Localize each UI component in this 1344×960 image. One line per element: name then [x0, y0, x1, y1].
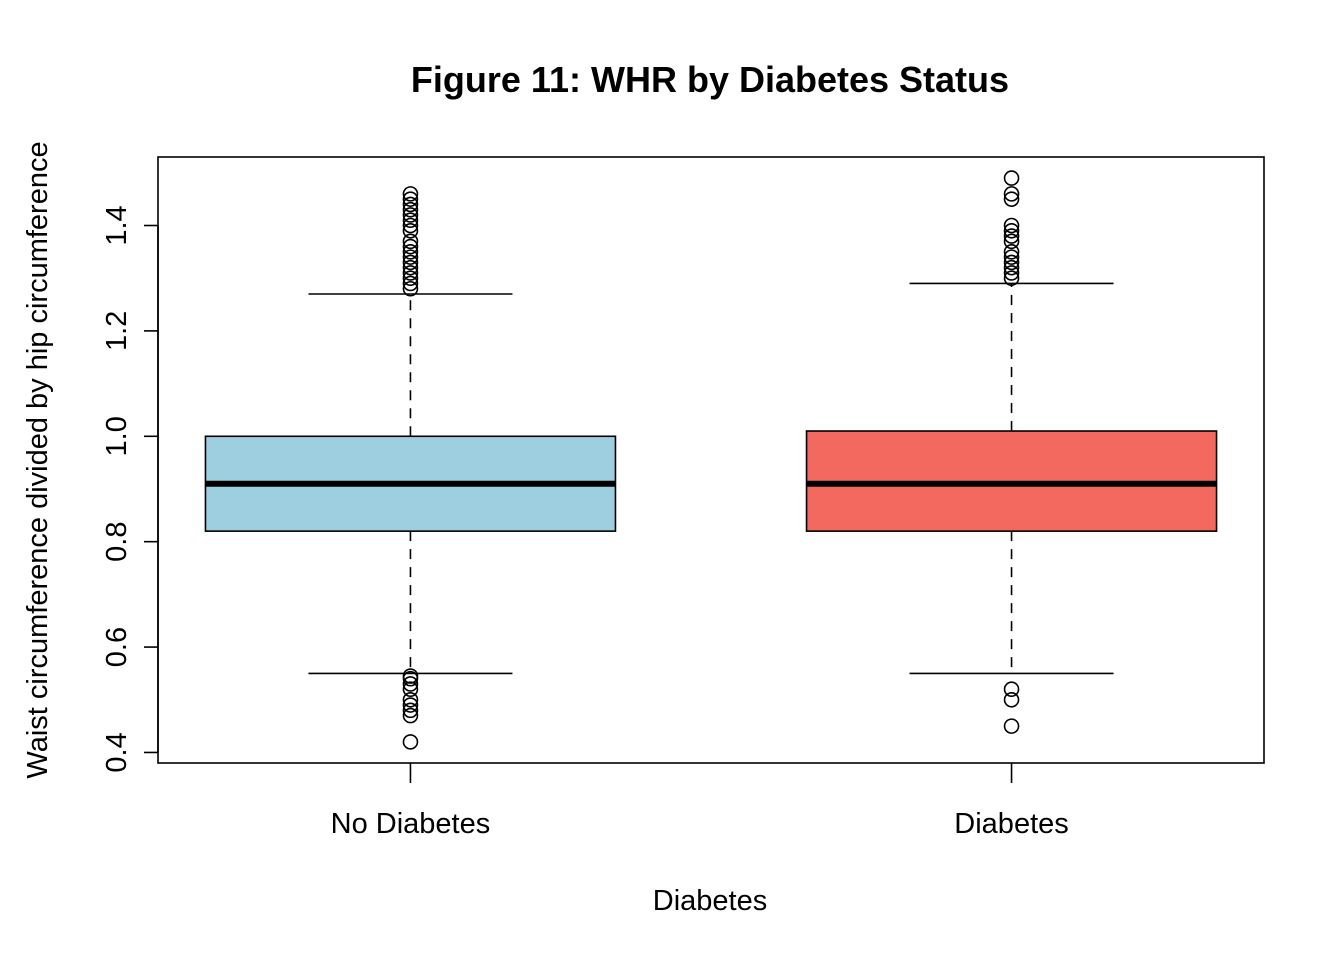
y-tick-label: 1.4: [101, 205, 133, 245]
outlier-point: [402, 668, 419, 684]
outlier-point: [402, 201, 419, 218]
outlier-point: [402, 265, 419, 281]
y-tick-label: 0.8: [101, 522, 133, 562]
outlier-point: [402, 697, 419, 713]
outlier-point: [1003, 265, 1020, 281]
outlier-point: [402, 702, 419, 719]
outlier-point: [1003, 233, 1020, 250]
outlier-point: [402, 217, 419, 234]
outlier-point: [1003, 691, 1020, 708]
outlier-point: [1003, 718, 1020, 734]
x-tick-label: Diabetes: [954, 808, 1068, 840]
y-tick-label: 1.0: [101, 416, 133, 456]
outlier-point: [1003, 254, 1020, 271]
outlier-point: [402, 186, 419, 202]
boxes-layer: [204, 170, 1218, 750]
x-axis-label: Diabetes: [653, 885, 767, 917]
outlier-point: [402, 681, 419, 698]
outlier-point: [402, 249, 419, 265]
outlier-point: [402, 207, 419, 223]
outlier-point: [1003, 228, 1020, 244]
outlier-point: [402, 691, 419, 708]
outlier-point: [1003, 222, 1020, 239]
y-tick-label: 0.4: [101, 732, 133, 772]
x-axis: No Diabetes Diabetes: [331, 763, 1069, 840]
y-tick-label: 1.2: [101, 311, 133, 351]
outlier-point: [1003, 681, 1020, 698]
outlier-point: [1003, 244, 1020, 260]
x-tick-label: No Diabetes: [331, 808, 491, 840]
outlier-point: [402, 280, 419, 297]
outlier-point: [1003, 186, 1020, 202]
outlier-point: [402, 196, 419, 213]
outlier-point: [1003, 249, 1020, 265]
outlier-point: [1003, 270, 1020, 287]
outlier-point: [402, 707, 419, 724]
y-axis-label: Waist circumference divided by hip circu…: [22, 141, 54, 778]
outlier-point: [402, 212, 419, 229]
outlier-point: [402, 254, 419, 271]
chart-title: Figure 11: WHR by Diabetes Status: [411, 59, 1009, 100]
y-axis: 0.4 0.6 0.8 1.0 1.2 1.4: [101, 205, 159, 773]
outlier-point: [402, 233, 419, 250]
outlier-point: [1003, 217, 1020, 234]
outlier-point: [402, 676, 419, 692]
outlier-point: [402, 275, 419, 292]
outlier-point: [1003, 191, 1020, 207]
outlier-point: [402, 270, 419, 287]
outlier-point: [402, 238, 419, 255]
box-group: [204, 186, 617, 750]
outlier-point: [402, 259, 419, 276]
outlier-point: [402, 244, 419, 260]
outlier-point: [1003, 259, 1020, 276]
outlier-point: [402, 222, 419, 239]
outlier-point: [402, 191, 419, 207]
outlier-point: [1003, 170, 1020, 186]
y-tick-label: 0.6: [101, 627, 133, 667]
outlier-point: [402, 734, 419, 750]
box-group: [805, 170, 1218, 734]
